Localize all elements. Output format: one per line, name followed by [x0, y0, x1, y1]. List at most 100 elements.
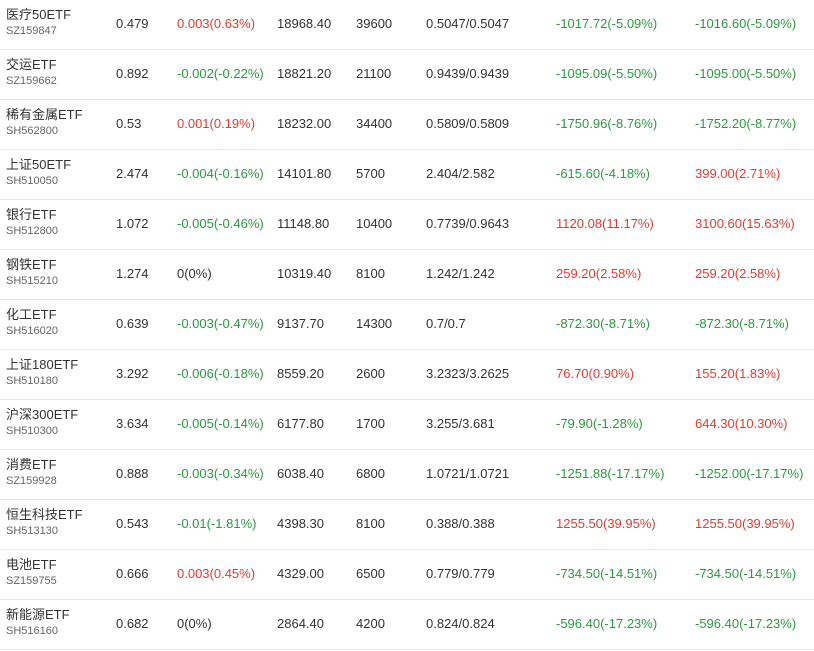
- total-profit-cell: -1252.00(-17.17%): [695, 466, 804, 481]
- volume-cell: 21100: [356, 66, 392, 81]
- etf-name[interactable]: 上证50ETF: [6, 157, 72, 172]
- change-cell: -0.004(-0.16%): [177, 166, 264, 181]
- volume-cell: 8100: [356, 516, 385, 531]
- table-row[interactable]: 新能源ETF SH516160 0.682 0(0%) 2864.40 4200…: [0, 600, 814, 650]
- table-row[interactable]: 交运ETF SZ159662 0.892 -0.002(-0.22%) 1882…: [0, 50, 814, 100]
- nav-cell: 0.5809/0.5809: [426, 116, 510, 131]
- profit-cell: 76.70(0.90%): [556, 366, 635, 381]
- etf-code: SZ159755: [6, 575, 57, 587]
- table-row[interactable]: 上证180ETF SH510180 3.292 -0.006(-0.18%) 8…: [0, 350, 814, 400]
- nav-cell: 3.255/3.681: [426, 416, 495, 431]
- etf-name[interactable]: 沪深300ETF: [6, 407, 79, 422]
- change-cell: 0.003(0.45%): [177, 566, 256, 581]
- etf-code: SZ159847: [6, 25, 57, 37]
- etf-code: SH510180: [6, 375, 58, 387]
- profit-cell: -1750.96(-8.76%): [556, 116, 658, 131]
- table-row[interactable]: 钢铁ETF SH515210 1.274 0(0%) 10319.40 8100…: [0, 250, 814, 300]
- change-cell: -0.005(-0.46%): [177, 216, 264, 231]
- etf-code: SH516160: [6, 625, 58, 637]
- change-cell: -0.01(-1.81%): [177, 516, 257, 531]
- amount-cell: 4329.00: [277, 566, 324, 581]
- amount-cell: 18821.20: [277, 66, 332, 81]
- profit-cell: 259.20(2.58%): [556, 266, 642, 281]
- table-row[interactable]: 沪深300ETF SH510300 3.634 -0.005(-0.14%) 6…: [0, 400, 814, 450]
- price-cell: 1.274: [116, 266, 149, 281]
- profit-cell: -1251.88(-17.17%): [556, 466, 665, 481]
- nav-cell: 0.7739/0.9643: [426, 216, 510, 231]
- etf-code: SH513130: [6, 525, 58, 537]
- etf-code: SZ159928: [6, 475, 57, 487]
- etf-name[interactable]: 消费ETF: [6, 457, 57, 472]
- price-cell: 1.072: [116, 216, 149, 231]
- total-profit-cell: 399.00(2.71%): [695, 166, 781, 181]
- total-profit-cell: 155.20(1.83%): [695, 366, 781, 381]
- profit-cell: -1095.09(-5.50%): [556, 66, 658, 81]
- etf-name[interactable]: 上证180ETF: [6, 357, 79, 372]
- profit-cell: -615.60(-4.18%): [556, 166, 650, 181]
- change-cell: -0.005(-0.14%): [177, 416, 264, 431]
- profit-cell: -1017.72(-5.09%): [556, 16, 658, 31]
- volume-cell: 6500: [356, 566, 385, 581]
- nav-cell: 0.9439/0.9439: [426, 66, 510, 81]
- price-cell: 0.479: [116, 16, 149, 31]
- etf-name[interactable]: 交运ETF: [6, 57, 57, 72]
- table-row[interactable]: 消费ETF SZ159928 0.888 -0.003(-0.34%) 6038…: [0, 450, 814, 500]
- change-cell: -0.003(-0.34%): [177, 466, 264, 481]
- price-cell: 2.474: [116, 166, 149, 181]
- etf-name[interactable]: 稀有金属ETF: [6, 107, 83, 122]
- volume-cell: 14300: [356, 316, 393, 331]
- profit-cell: 1255.50(39.95%): [556, 516, 656, 531]
- amount-cell: 11148.80: [277, 216, 330, 231]
- etf-code: SH516020: [6, 325, 58, 337]
- total-profit-cell: -1095.00(-5.50%): [695, 66, 797, 81]
- etf-name[interactable]: 新能源ETF: [6, 607, 70, 622]
- change-cell: 0.001(0.19%): [177, 116, 256, 131]
- table-row[interactable]: 化工ETF SH516020 0.639 -0.003(-0.47%) 9137…: [0, 300, 814, 350]
- nav-cell: 0.388/0.388: [426, 516, 495, 531]
- table-row[interactable]: 恒生科技ETF SH513130 0.543 -0.01(-1.81%) 439…: [0, 500, 814, 550]
- nav-cell: 0.7/0.7: [426, 316, 466, 331]
- total-profit-cell: -1752.20(-8.77%): [695, 116, 797, 131]
- amount-cell: 18232.00: [277, 116, 332, 131]
- total-profit-cell: 644.30(10.30%): [695, 416, 788, 431]
- volume-cell: 2600: [356, 366, 385, 381]
- total-profit-cell: 259.20(2.58%): [695, 266, 781, 281]
- volume-cell: 39600: [356, 16, 393, 31]
- etf-code: SZ159662: [6, 75, 57, 87]
- etf-name[interactable]: 电池ETF: [6, 557, 57, 572]
- volume-cell: 8100: [356, 266, 385, 281]
- amount-cell: 18968.40: [277, 16, 332, 31]
- amount-cell: 9137.70: [277, 316, 324, 331]
- table-row[interactable]: 稀有金属ETF SH562800 0.53 0.001(0.19%) 18232…: [0, 100, 814, 150]
- amount-cell: 4398.30: [277, 516, 324, 531]
- volume-cell: 4200: [356, 616, 385, 631]
- change-cell: 0(0%): [177, 266, 212, 281]
- amount-cell: 2864.40: [277, 616, 324, 631]
- total-profit-cell: -872.30(-8.71%): [695, 316, 789, 331]
- nav-cell: 2.404/2.582: [426, 166, 495, 181]
- etf-name[interactable]: 医疗50ETF: [6, 7, 72, 22]
- nav-cell: 0.5047/0.5047: [426, 16, 510, 31]
- etf-name[interactable]: 钢铁ETF: [6, 257, 57, 272]
- amount-cell: 6038.40: [277, 466, 324, 481]
- price-cell: 0.639: [116, 316, 149, 331]
- nav-cell: 0.779/0.779: [426, 566, 495, 581]
- table-row[interactable]: 上证50ETF SH510050 2.474 -0.004(-0.16%) 14…: [0, 150, 814, 200]
- volume-cell: 10400: [356, 216, 393, 231]
- total-profit-cell: 3100.60(15.63%): [695, 216, 795, 231]
- table-row[interactable]: 医疗50ETF SZ159847 0.479 0.003(0.63%) 1896…: [0, 0, 814, 50]
- price-cell: 0.888: [116, 466, 149, 481]
- etf-code: SH510300: [6, 425, 58, 437]
- table-row[interactable]: 电池ETF SZ159755 0.666 0.003(0.45%) 4329.0…: [0, 550, 814, 600]
- amount-cell: 14101.80: [277, 166, 332, 181]
- profit-cell: -596.40(-17.23%): [556, 616, 658, 631]
- nav-cell: 1.0721/1.0721: [426, 466, 510, 481]
- etf-name[interactable]: 恒生科技ETF: [6, 507, 83, 522]
- table-row[interactable]: 银行ETF SH512800 1.072 -0.005(-0.46%) 1114…: [0, 200, 814, 250]
- total-profit-cell: -596.40(-17.23%): [695, 616, 797, 631]
- total-profit-cell: -1016.60(-5.09%): [695, 16, 797, 31]
- amount-cell: 8559.20: [277, 366, 324, 381]
- etf-name[interactable]: 化工ETF: [6, 307, 57, 322]
- etf-name[interactable]: 银行ETF: [6, 207, 57, 222]
- price-cell: 3.292: [116, 366, 149, 381]
